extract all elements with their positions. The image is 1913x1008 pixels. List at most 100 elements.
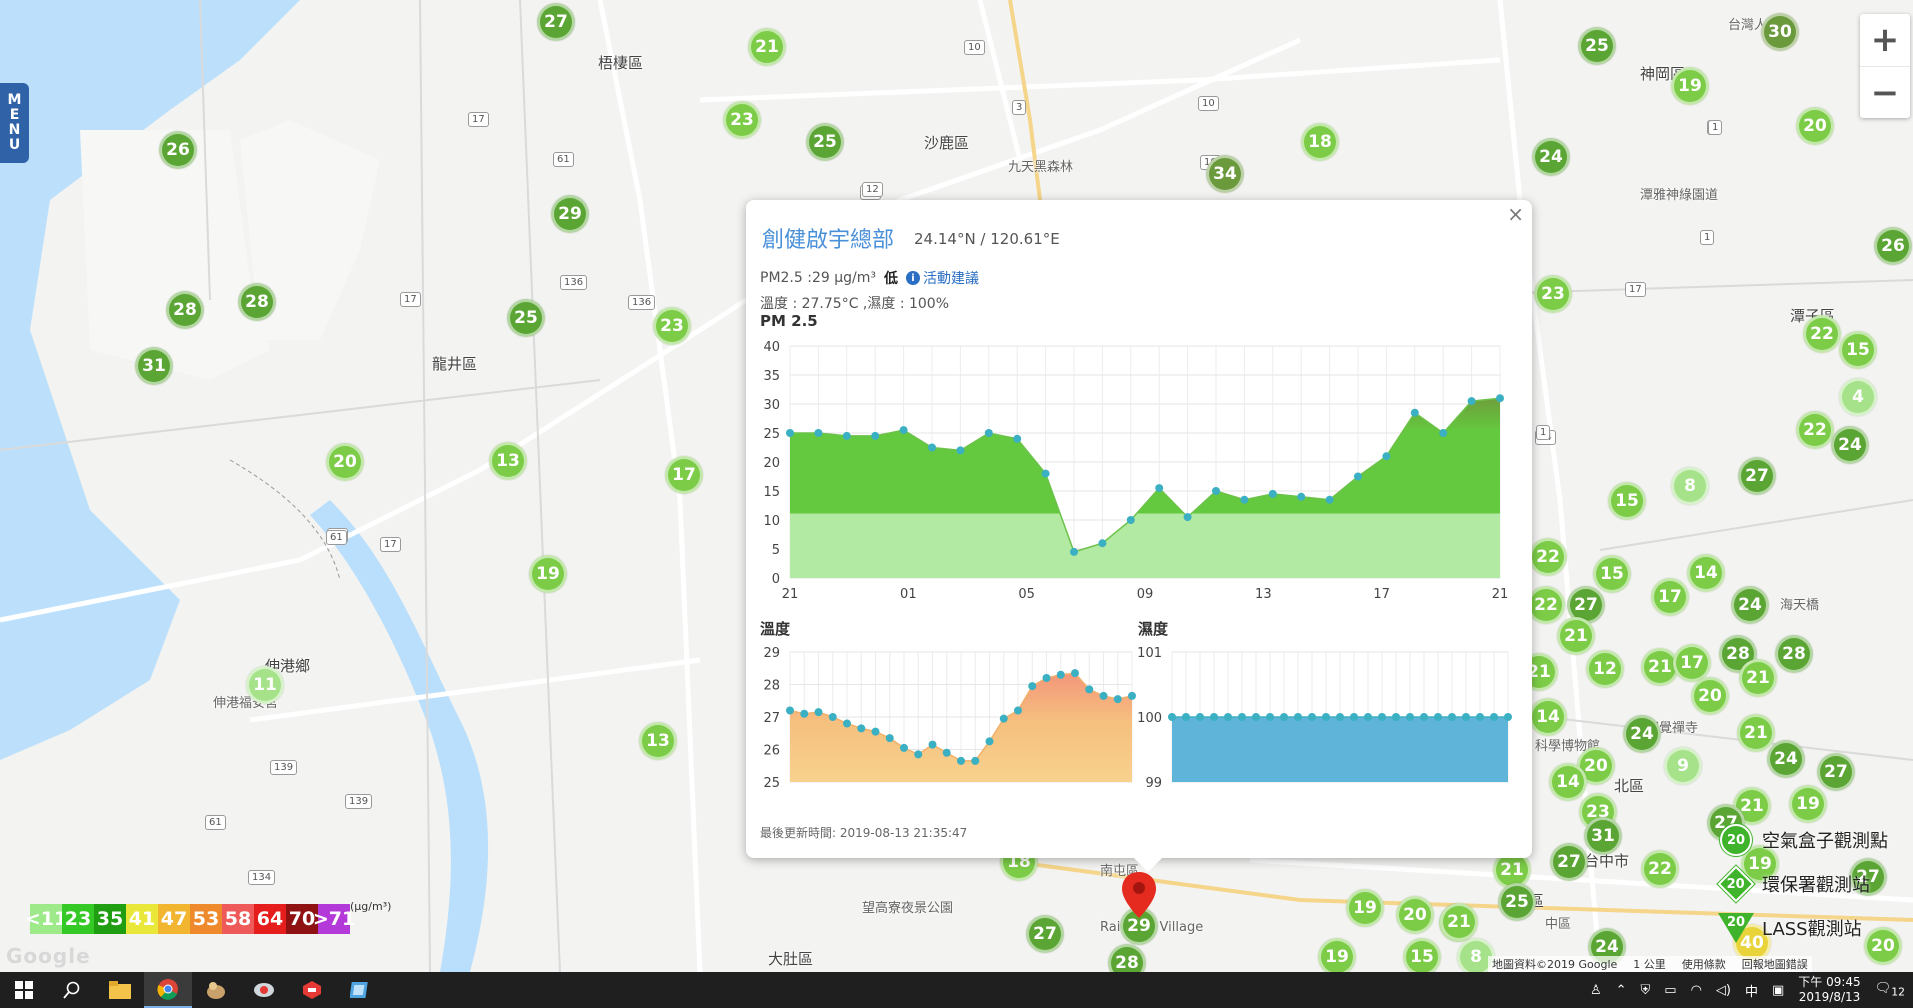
pm25-marker[interactable]: 19 bbox=[1346, 889, 1384, 927]
pm25-marker[interactable]: 27 bbox=[1738, 457, 1776, 495]
pm25-marker[interactable]: 20 bbox=[1864, 927, 1902, 965]
pm25-marker[interactable]: 13 bbox=[489, 442, 527, 480]
pm25-marker[interactable]: 28 bbox=[1775, 635, 1813, 673]
pm25-marker[interactable]: 27 bbox=[1817, 753, 1855, 791]
pm25-marker[interactable]: 20 bbox=[1691, 677, 1729, 715]
pm25-marker[interactable]: 15 bbox=[1608, 482, 1646, 520]
pm25-marker[interactable]: 25 bbox=[806, 123, 844, 161]
pm25-marker[interactable]: 24 bbox=[1623, 715, 1661, 753]
volume-icon[interactable]: ◁) bbox=[1715, 982, 1731, 998]
pm25-marker[interactable]: 17 bbox=[1673, 644, 1711, 682]
pm25-marker[interactable]: 19 bbox=[1789, 785, 1827, 823]
pm25-marker[interactable]: 20 bbox=[1396, 896, 1434, 934]
pm25-marker[interactable]: 22 bbox=[1527, 586, 1565, 624]
pm25-marker[interactable]: 21 bbox=[1737, 714, 1775, 752]
pm25-marker[interactable]: 14 bbox=[1687, 554, 1725, 592]
pm25-marker[interactable]: 21 bbox=[748, 28, 786, 66]
pm25-marker[interactable]: 15 bbox=[1403, 938, 1441, 972]
pm25-marker[interactable]: 24 bbox=[1767, 740, 1805, 778]
clock[interactable]: 下午 09:45 2019/8/13 bbox=[1798, 975, 1860, 1005]
pm25-marker[interactable]: 24 bbox=[1831, 426, 1869, 464]
pm25-marker[interactable]: 27 bbox=[1550, 843, 1588, 881]
pm25-marker[interactable]: 27 bbox=[1026, 915, 1064, 953]
pm25-marker[interactable]: 28 bbox=[1719, 635, 1757, 673]
pm25-marker[interactable]: 24 bbox=[1731, 586, 1769, 624]
data-point bbox=[1071, 669, 1079, 678]
ime-indicator[interactable]: 中 bbox=[1744, 984, 1758, 1000]
attribution-terms-link[interactable]: 使用條款 bbox=[1681, 958, 1726, 971]
pm25-marker[interactable]: 23 bbox=[723, 101, 761, 139]
pm25-marker[interactable]: 19 bbox=[1671, 67, 1709, 105]
pm25-marker[interactable]: 31 bbox=[1584, 817, 1622, 855]
map-canvas[interactable]: 梧棲區 沙鹿區 九天黑森林 龍井區 伸港鄉 伸港福安宮 大肚區 望高寮夜景公園 神岡區 潭雅神綠園… bbox=[0, 0, 1913, 972]
pm25-marker[interactable]: 9 bbox=[1664, 747, 1702, 785]
shield-icon[interactable]: ⛨ bbox=[1640, 982, 1651, 998]
file-explorer-icon[interactable] bbox=[96, 972, 144, 1008]
app-icon-3[interactable] bbox=[288, 972, 336, 1008]
pm25-marker[interactable]: 12 bbox=[1586, 650, 1624, 688]
pm25-marker[interactable]: 28 bbox=[238, 283, 276, 321]
pm25-marker[interactable]: 13 bbox=[639, 722, 677, 760]
pm25-marker[interactable]: 20 bbox=[1796, 107, 1834, 145]
pm25-marker[interactable]: 19 bbox=[529, 555, 567, 593]
pm25-marker[interactable]: 28 bbox=[166, 291, 204, 329]
app-icon-4[interactable] bbox=[336, 972, 384, 1008]
pm25-marker[interactable]: 22 bbox=[1796, 411, 1834, 449]
pm25-marker[interactable]: 24 bbox=[1532, 138, 1570, 176]
pm25-marker[interactable]: 25 bbox=[1578, 27, 1616, 65]
pm25-marker[interactable]: 29 bbox=[551, 195, 589, 233]
pm25-marker[interactable]: 17 bbox=[1651, 578, 1689, 616]
chevron-up-icon[interactable]: ⌃ bbox=[1615, 982, 1627, 998]
activity-advice-link[interactable]: i 活動建議 bbox=[905, 268, 979, 288]
pm25-marker[interactable]: 17 bbox=[665, 456, 703, 494]
zoom-in-button[interactable]: + bbox=[1870, 20, 1900, 60]
pm25-marker[interactable]: 15 bbox=[1839, 331, 1877, 369]
pm25-marker[interactable]: 20 bbox=[1577, 747, 1615, 785]
selected-location-pin-icon[interactable] bbox=[1122, 872, 1156, 922]
attribution-report-link[interactable]: 回報地圖錯誤 bbox=[1741, 958, 1808, 971]
pm25-marker[interactable]: 22 bbox=[1803, 315, 1841, 353]
pm25-marker[interactable]: 14 bbox=[1549, 763, 1587, 801]
keyboard-icon[interactable]: ▣ bbox=[1772, 982, 1785, 998]
pm25-marker[interactable]: 19 bbox=[1318, 938, 1356, 972]
notifications-icon[interactable]: 🗨12 bbox=[1874, 981, 1905, 999]
app-icon-1[interactable] bbox=[192, 972, 240, 1008]
pm25-marker[interactable]: 23 bbox=[653, 307, 691, 345]
pm25-marker[interactable]: 25 bbox=[1498, 883, 1536, 921]
pm25-marker[interactable]: 27 bbox=[1849, 858, 1887, 896]
pm25-marker[interactable]: 11 bbox=[246, 666, 284, 704]
pm25-marker[interactable]: 34 bbox=[1206, 155, 1244, 193]
network-icon[interactable]: ◠ bbox=[1690, 982, 1702, 998]
battery-icon[interactable]: ▭ bbox=[1664, 982, 1677, 998]
pm25-marker[interactable]: 25 bbox=[507, 299, 545, 337]
pm25-marker[interactable]: 8 bbox=[1671, 467, 1709, 505]
pm25-marker[interactable]: 21 bbox=[1440, 903, 1478, 941]
pm25-marker[interactable]: 30 bbox=[1761, 13, 1799, 51]
pm25-marker[interactable]: 31 bbox=[135, 347, 173, 385]
pm25-marker[interactable]: 20 bbox=[326, 443, 364, 481]
pm25-marker[interactable]: 26 bbox=[1874, 227, 1912, 265]
app-icon-2[interactable] bbox=[240, 972, 288, 1008]
pm25-marker[interactable]: 22 bbox=[1641, 850, 1679, 888]
people-icon[interactable]: ♙ bbox=[1589, 982, 1602, 998]
pm25-marker[interactable]: 21 bbox=[1739, 659, 1777, 697]
pm25-marker[interactable]: 18 bbox=[1301, 123, 1339, 161]
pm25-marker[interactable]: 27 bbox=[537, 3, 575, 41]
pm25-marker[interactable]: 22 bbox=[1529, 538, 1567, 576]
start-button[interactable] bbox=[0, 972, 48, 1008]
pm25-marker[interactable]: 4 bbox=[1839, 378, 1877, 416]
search-icon[interactable] bbox=[48, 972, 96, 1008]
popup-close-button[interactable]: × bbox=[1507, 202, 1524, 226]
pm25-marker[interactable]: 23 bbox=[1534, 275, 1572, 313]
data-point bbox=[1013, 434, 1022, 443]
road-shield: 1 bbox=[1536, 425, 1551, 440]
chrome-icon[interactable] bbox=[144, 972, 192, 1008]
zoom-out-button[interactable]: − bbox=[1870, 73, 1900, 113]
data-point bbox=[1308, 713, 1316, 721]
pm25-marker[interactable]: 14 bbox=[1529, 698, 1567, 736]
pm25-marker[interactable]: 15 bbox=[1593, 555, 1631, 593]
pm25-marker[interactable]: 28 bbox=[1108, 944, 1146, 972]
pm25-marker[interactable]: 26 bbox=[159, 131, 197, 169]
pm25-marker[interactable]: 21 bbox=[1557, 617, 1595, 655]
